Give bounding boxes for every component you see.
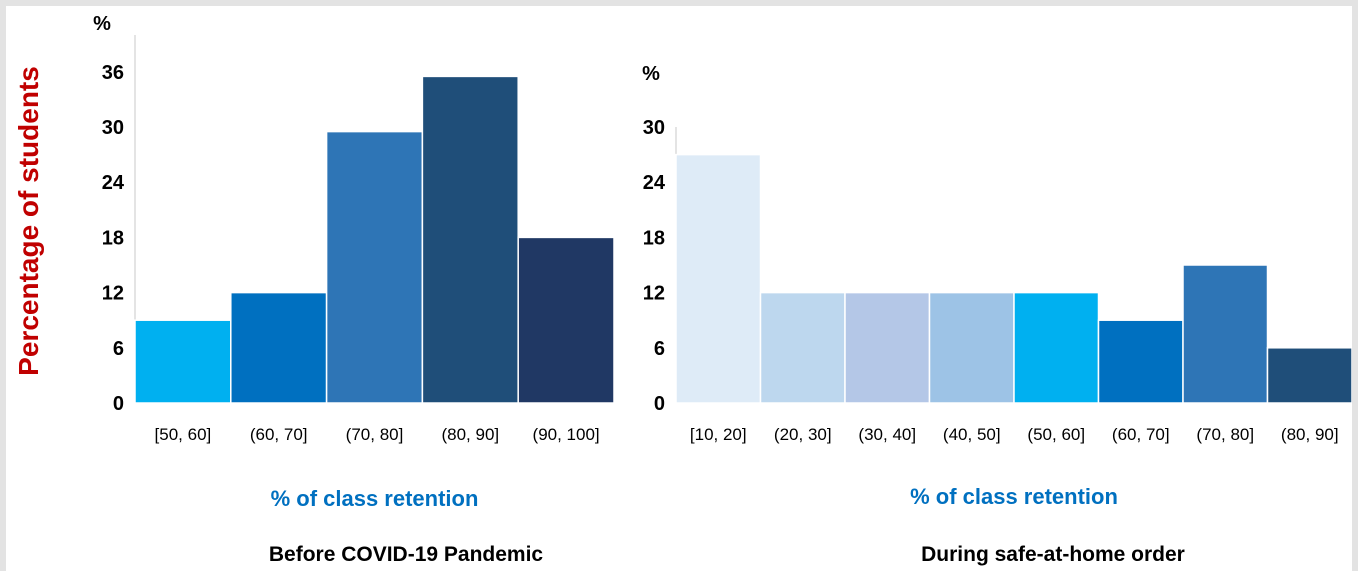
bar — [844, 291, 931, 404]
bar — [134, 319, 232, 404]
y-tick-label: 24 — [643, 172, 666, 194]
bar — [1097, 319, 1184, 404]
bar — [1013, 291, 1100, 404]
y-tick-label: 12 — [102, 283, 124, 305]
x-tick-label: (80, 90] — [441, 425, 499, 444]
x-tick-label: (20, 30] — [774, 425, 832, 444]
y-unit-label: % — [93, 13, 111, 35]
chart-before-covid: % 0 6 12 18 24 30 36 [50, 60] (60, 70] (70, 80] (80… — [93, 13, 615, 566]
y-tick-label: 6 — [113, 338, 124, 360]
bar — [517, 236, 615, 404]
x-tick-label: (40, 50] — [943, 425, 1001, 444]
x-axis-label: % of class retention — [271, 486, 479, 511]
x-tick-label: (90, 100] — [533, 425, 600, 444]
y-tick-label: 30 — [643, 117, 665, 139]
y-tick-label: 24 — [102, 172, 125, 194]
chart-during-safe-at-home: % 0 6 12 18 24 30 [10, 20] (20, 30] (30, 40] (40, … — [642, 63, 1352, 566]
y-tick-label: 36 — [102, 62, 124, 84]
x-tick-label: (70, 80] — [1196, 425, 1254, 444]
y-tick-label: 18 — [102, 227, 124, 249]
bar — [759, 291, 846, 404]
x-tick-label: (80, 90] — [1281, 425, 1339, 444]
y-tick-label: 6 — [654, 338, 665, 360]
bar — [675, 153, 762, 404]
y-unit-label: % — [642, 63, 660, 85]
x-tick-label: (30, 40] — [858, 425, 916, 444]
x-tick-label: (60, 70] — [250, 425, 308, 444]
x-tick-label: (50, 60] — [1027, 425, 1085, 444]
x-tick-label: (70, 80] — [346, 425, 404, 444]
y-tick-label: 18 — [643, 227, 665, 249]
x-tick-label: [50, 60] — [155, 425, 212, 444]
bar — [1182, 264, 1269, 404]
chart-title: Before COVID-19 Pandemic — [269, 543, 544, 566]
bar — [421, 75, 519, 404]
bar — [325, 130, 424, 404]
chart-title: During safe-at-home order — [921, 543, 1185, 566]
y-tick-label: 30 — [102, 117, 124, 139]
bar — [928, 291, 1015, 404]
y-tick-label: 12 — [643, 283, 665, 305]
y-tick-label: 0 — [654, 393, 665, 415]
histogram-figure: Percentage of students % 0 6 12 18 24 30 36 [50,… — [13, 13, 1352, 566]
y-axis-label: Percentage of students — [13, 66, 44, 376]
bar — [1266, 347, 1352, 404]
x-axis-label: % of class retention — [910, 484, 1118, 509]
bar — [230, 291, 328, 404]
x-tick-label: (60, 70] — [1112, 425, 1170, 444]
chart-figure: Percentage of students % 0 6 12 18 24 30 36 [50,… — [6, 6, 1352, 571]
x-tick-label: [10, 20] — [690, 425, 747, 444]
y-tick-label: 0 — [113, 393, 124, 415]
